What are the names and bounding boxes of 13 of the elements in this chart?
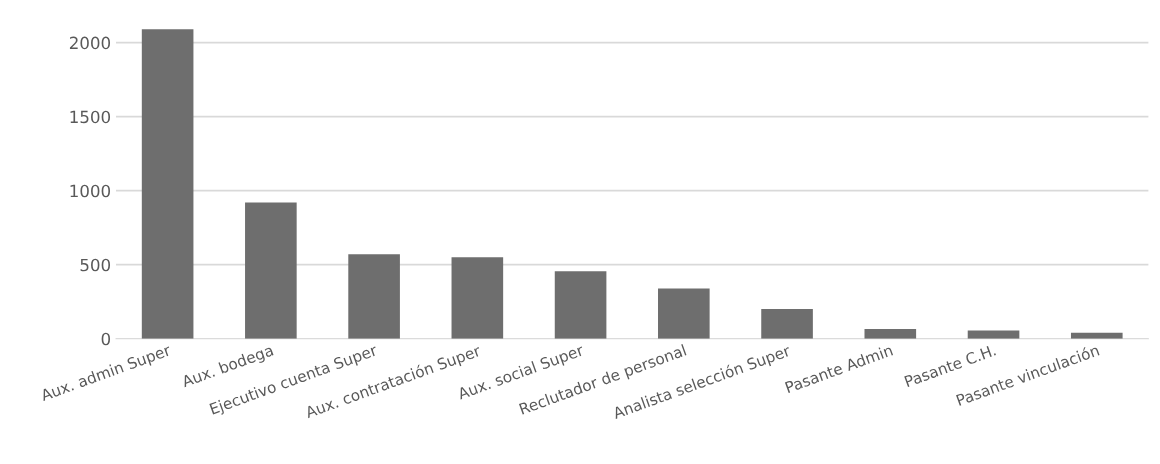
y-tick-label: 2000	[69, 36, 111, 50]
bar	[658, 288, 710, 339]
bar	[451, 257, 504, 339]
y-tick-label: 0	[101, 332, 111, 346]
bar	[761, 309, 813, 339]
y-tick-label: 1000	[70, 184, 111, 198]
bar	[348, 254, 400, 339]
y-tick-label: 500	[80, 258, 111, 272]
bar	[245, 202, 297, 339]
bar	[864, 329, 917, 339]
bar	[554, 271, 607, 339]
bar	[141, 29, 194, 339]
y-tick-label: 1500	[70, 110, 111, 124]
